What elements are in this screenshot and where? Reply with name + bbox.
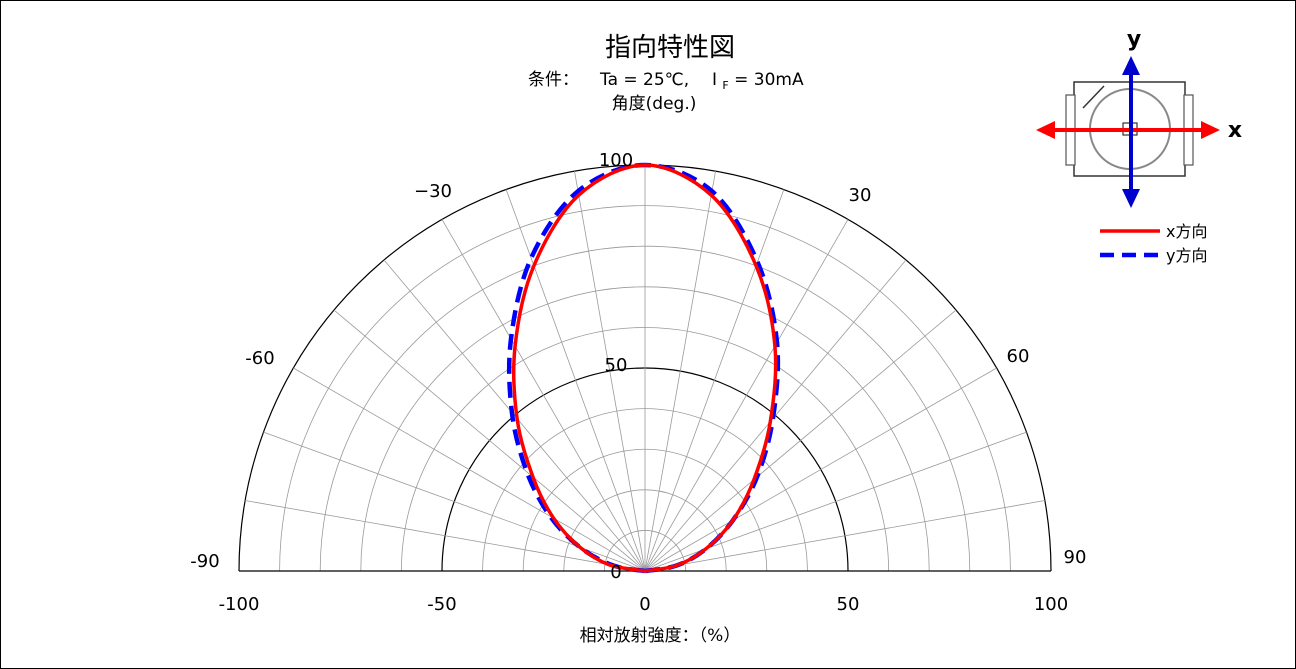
chart-title: 指向特性図 xyxy=(605,33,735,63)
radial-tick-label: 100 xyxy=(599,150,633,171)
x-tick-label: 50 xyxy=(837,594,860,615)
tick-labels: -100 -50 0 50 100 0 50 100 -90 -60 −30 30 60 90 xyxy=(190,150,1086,615)
inset-y-label: y xyxy=(1127,27,1141,52)
spoke xyxy=(441,219,646,572)
package-cathode-mark xyxy=(1082,85,1105,109)
spoke xyxy=(245,500,646,572)
angle-tick-label: -60 xyxy=(245,348,274,369)
x-arrow-left-head xyxy=(1036,121,1055,139)
x-tick-label: -50 xyxy=(427,594,456,615)
spoke xyxy=(293,367,646,572)
series-curve-x xyxy=(511,163,778,573)
y-arrow-bottom-head xyxy=(1122,189,1140,208)
spoke xyxy=(644,367,997,572)
series-layer xyxy=(506,162,781,574)
polar-grid xyxy=(238,164,1052,572)
x-tick-label: -100 xyxy=(219,594,260,615)
legend-label-y: y方向 xyxy=(1166,246,1207,265)
spoke xyxy=(505,189,646,572)
spoke xyxy=(333,309,646,572)
radial-tick-label: 0 xyxy=(610,562,621,583)
spoke xyxy=(574,171,646,572)
angle-tick-label: -90 xyxy=(190,551,219,572)
angle-tick-label: 60 xyxy=(1007,346,1030,367)
spoke xyxy=(644,219,849,572)
legend: x方向 y方向 xyxy=(1100,222,1207,265)
angle-axis-label: 角度(deg.) xyxy=(612,94,697,114)
angle-tick-label: −30 xyxy=(414,181,452,202)
legend-label-x: x方向 xyxy=(1166,222,1207,241)
x-tick-label: 0 xyxy=(639,594,650,615)
angle-tick-label: 30 xyxy=(849,185,872,206)
spoke xyxy=(644,309,957,572)
chart-condition: 条件： Ta = 25℃, I F = 30mA xyxy=(528,70,804,94)
spoke xyxy=(644,189,785,572)
angle-tick-label: 90 xyxy=(1064,547,1087,568)
spoke xyxy=(644,171,716,572)
spoke xyxy=(644,500,1045,572)
inset-x-label: x xyxy=(1228,118,1242,143)
radial-tick-label: 50 xyxy=(605,355,628,376)
x-arrow-right-head xyxy=(1201,121,1220,139)
y-arrow-top-head xyxy=(1122,56,1140,75)
x-tick-label: 100 xyxy=(1034,594,1068,615)
led-package-diagram: y x xyxy=(1036,27,1242,208)
x-axis-label: 相対放射強度：（%） xyxy=(580,626,741,646)
